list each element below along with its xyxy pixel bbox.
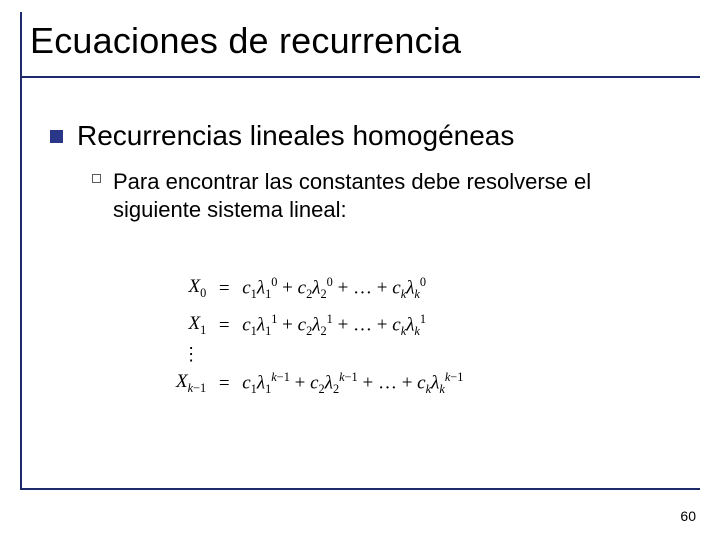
equation-system: X0 = c1λ10 + c2λ20 + … + ckλk0 X1 = c1λ1… bbox=[170, 270, 469, 402]
equation-vdots: ⋮ bbox=[170, 344, 469, 365]
eq-sign: = bbox=[212, 270, 236, 307]
left-rule bbox=[20, 12, 22, 490]
heading-level1: Recurrencias lineales homogéneas bbox=[77, 120, 514, 152]
slide: Ecuaciones de recurrencia Recurrencias l… bbox=[0, 0, 720, 540]
eq-lhs: Xk−1 bbox=[170, 365, 212, 402]
bullet-level2: Para encontrar las constantes debe resol… bbox=[92, 168, 680, 223]
eq-sign: = bbox=[212, 307, 236, 344]
eq-rhs: c1λ11 + c2λ21 + … + ckλk1 bbox=[236, 307, 469, 344]
hollow-square-bullet-icon bbox=[92, 174, 101, 183]
square-bullet-icon bbox=[50, 130, 63, 143]
bullet-level1: Recurrencias lineales homogéneas bbox=[50, 120, 680, 152]
slide-body: Recurrencias lineales homogéneas Para en… bbox=[50, 120, 680, 223]
page-number: 60 bbox=[680, 508, 696, 524]
equation-row: X0 = c1λ10 + c2λ20 + … + ckλk0 bbox=[170, 270, 469, 307]
equation-row: Xk−1 = c1λ1k−1 + c2λ2k−1 + … + ckλkk−1 bbox=[170, 365, 469, 402]
equation-row: X1 = c1λ11 + c2λ21 + … + ckλk1 bbox=[170, 307, 469, 344]
bottom-rule bbox=[20, 488, 700, 490]
slide-title: Ecuaciones de recurrencia bbox=[30, 20, 461, 62]
equation-table: X0 = c1λ10 + c2λ20 + … + ckλk0 X1 = c1λ1… bbox=[170, 270, 469, 402]
paragraph-level2: Para encontrar las constantes debe resol… bbox=[113, 168, 680, 223]
eq-sign: = bbox=[212, 365, 236, 402]
eq-rhs: c1λ1k−1 + c2λ2k−1 + … + ckλkk−1 bbox=[236, 365, 469, 402]
eq-rhs: c1λ10 + c2λ20 + … + ckλk0 bbox=[236, 270, 469, 307]
title-underline bbox=[20, 76, 700, 78]
eq-lhs: X1 bbox=[170, 307, 212, 344]
eq-lhs: X0 bbox=[170, 270, 212, 307]
